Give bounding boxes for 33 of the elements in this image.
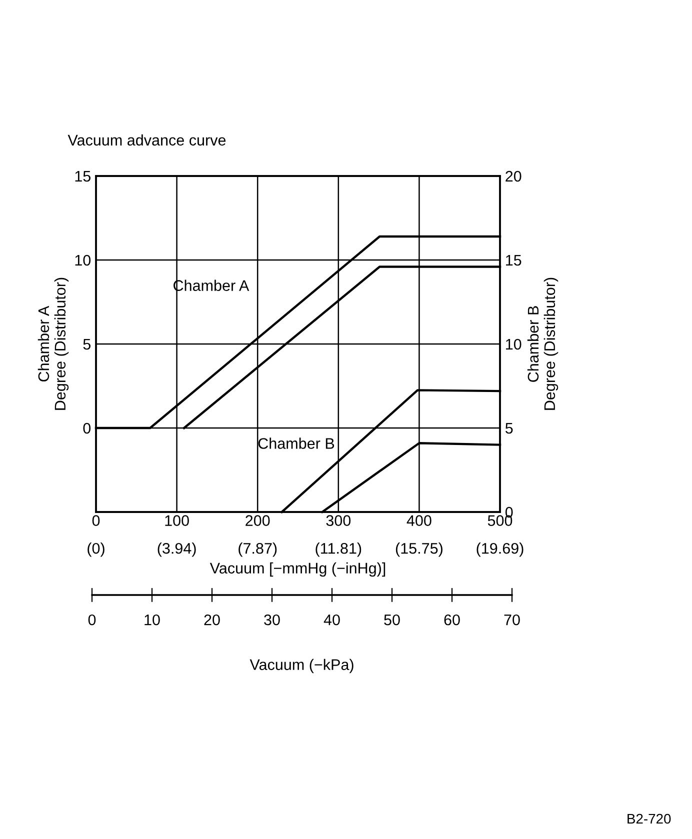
x-tick-label: 0 [92, 515, 100, 526]
x2-tick-label: 60 [444, 614, 460, 626]
text: (7.87) [238, 542, 277, 557]
x2-tick-label: 50 [384, 614, 400, 626]
x2-tick-label: 40 [324, 614, 340, 626]
text: B2-720 [628, 814, 671, 824]
text: (3.94) [158, 542, 196, 557]
x2-tick-label: 10 [144, 614, 160, 626]
y-tick-label: 0 [83, 422, 91, 434]
y2-tick-label: 15 [506, 255, 522, 266]
x-axis-title: Vacuum [−mmHg (−inHg)] [210, 562, 386, 577]
y2-axis-title: Chamber B Degree (Distributor) [527, 278, 558, 410]
text: (11.81) [316, 542, 362, 557]
text: (15.75) [396, 542, 442, 557]
y-tick-label: 10 [75, 254, 91, 266]
text: (19.69) [476, 542, 524, 557]
x-tick-label: 300 [326, 515, 351, 526]
y-tick-label: 5 [83, 339, 90, 350]
y2-tick-label: 5 [505, 423, 513, 434]
x-tick-label: 100 [165, 515, 189, 526]
y2-tick-label: 20 [506, 170, 522, 182]
y-axis-title: Chamber A Degree (Distributor) [38, 278, 69, 410]
y-tick-label: 15 [75, 171, 90, 182]
x2-axis-title: Vacuum (−kPa) [250, 658, 354, 674]
chart-title: Vacuum advance curve [68, 134, 226, 146]
annotation: Chamber B [258, 438, 334, 449]
x-tick-label: 200 [246, 515, 270, 526]
x-tick-label: 400 [406, 515, 432, 526]
y2-tick-label: 10 [506, 338, 522, 350]
x2-tick-label: 70 [504, 614, 520, 626]
text: (0) [88, 542, 104, 557]
x2-tick-label: 30 [264, 614, 280, 626]
x2-tick-label: 20 [204, 614, 220, 626]
